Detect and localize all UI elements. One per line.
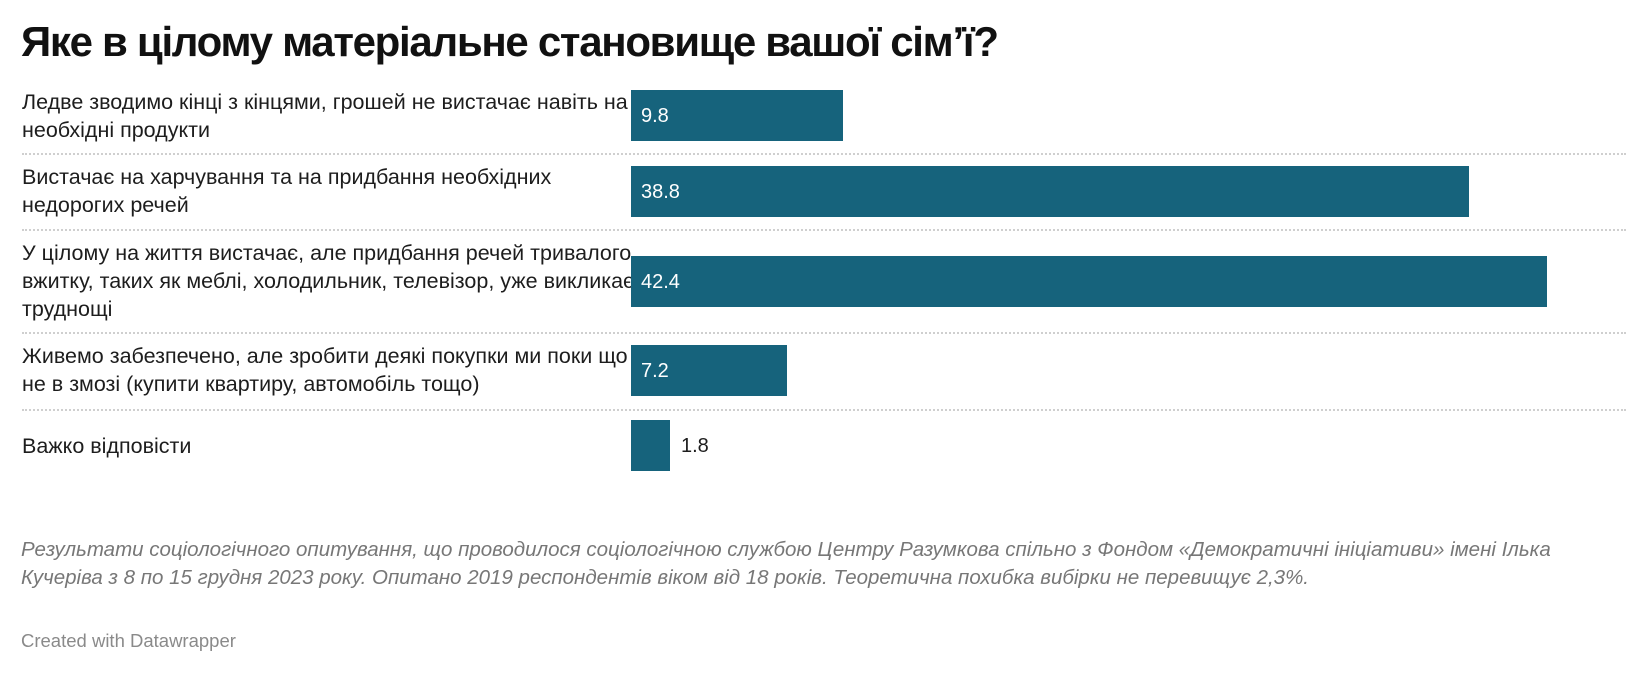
category-label: Ледве зводимо кінці з кінцями, грошей не… (22, 88, 637, 144)
value-label: 9.8 (641, 104, 669, 127)
category-label-text: Вистачає на харчування та на придбання н… (22, 165, 552, 217)
value-label: 1.8 (681, 434, 709, 457)
row-separator (22, 229, 1626, 231)
category-label: Важко відповісти (22, 418, 637, 474)
bar (631, 420, 670, 471)
bar (631, 166, 1469, 217)
category-label-text: У цілому на життя вистачає, але придбанн… (22, 240, 635, 321)
value-label: 7.2 (641, 359, 669, 382)
row-separator (22, 409, 1626, 411)
bar (631, 345, 787, 396)
category-label: Живемо забезпечено, але зробити деякі по… (22, 342, 637, 398)
category-label-text: Ледве зводимо кінці з кінцями, грошей не… (22, 90, 628, 142)
category-label-text: Живемо забезпечено, але зробити деякі по… (22, 344, 628, 396)
bar (631, 90, 843, 141)
category-label: Вистачає на харчування та на придбання н… (22, 163, 637, 219)
datawrapper-credit: Created with Datawrapper (21, 630, 236, 651)
value-label: 38.8 (641, 180, 680, 203)
row-separator (22, 153, 1626, 155)
bar (631, 256, 1547, 307)
chart-notes: Результати соціологічного опитування, що… (21, 538, 1551, 589)
value-label: 42.4 (641, 270, 680, 293)
category-label: У цілому на життя вистачає, але придбанн… (22, 238, 637, 323)
category-label-text: Важко відповісти (22, 434, 192, 458)
row-separator (22, 332, 1626, 334)
chart-title: Яке в цілому матеріальне становище вашої… (21, 18, 999, 65)
